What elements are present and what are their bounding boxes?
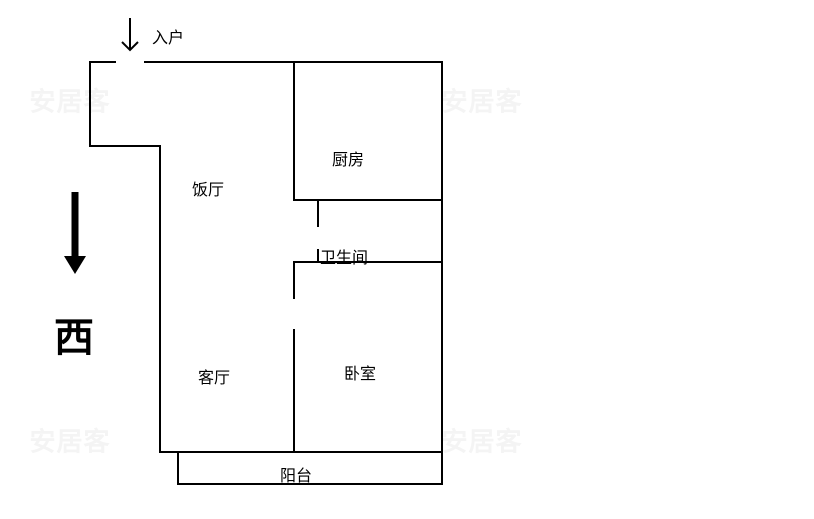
room-label-balcony: 阳台	[280, 462, 312, 486]
floorplan-svg	[0, 0, 814, 519]
room-label-dining: 饭厅	[192, 176, 224, 200]
entry-label: 入户	[152, 24, 184, 48]
entry-arrow	[122, 18, 138, 50]
room-label-bathroom: 卫生间	[320, 244, 368, 268]
floorplan-canvas: 安居客 安居客 安居客 安居客 入户 西 饭厅 厨房 卫生间 客厅 卧室 阳台	[0, 0, 814, 519]
direction-arrow	[64, 192, 86, 274]
room-label-kitchen: 厨房	[332, 146, 364, 170]
room-label-bedroom: 卧室	[344, 360, 376, 384]
room-label-living: 客厅	[198, 364, 230, 388]
direction-label: 西	[54, 305, 94, 363]
